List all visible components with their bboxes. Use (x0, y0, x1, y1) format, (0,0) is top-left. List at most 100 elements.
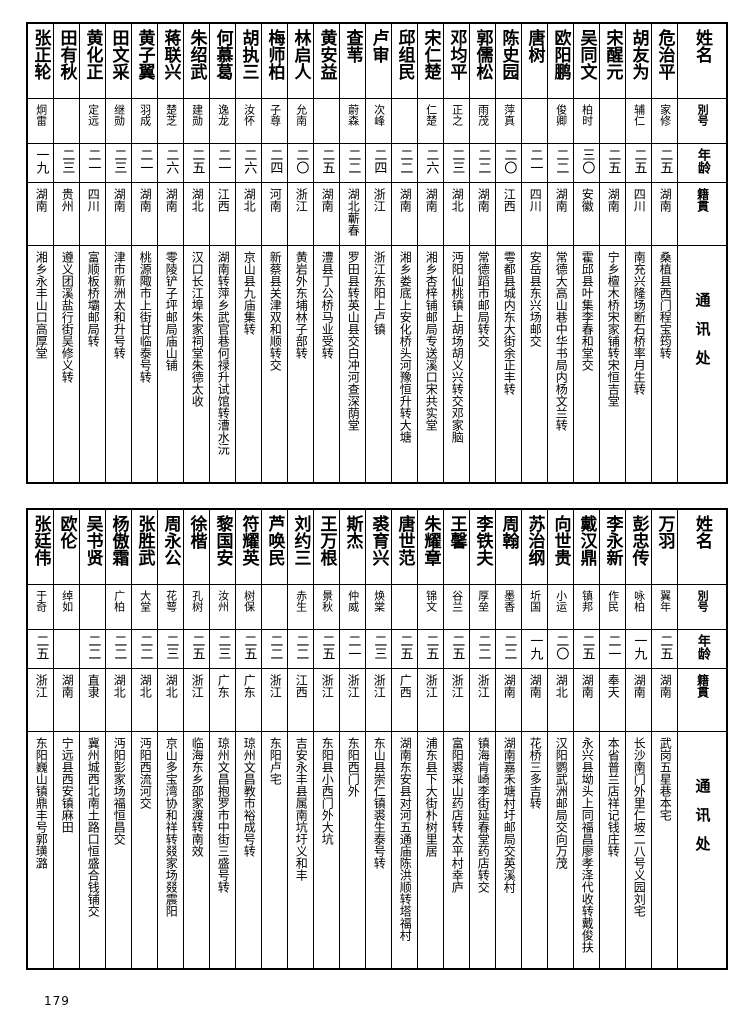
roster-cell-age: 二五 (313, 629, 340, 669)
roster-cell-age: 二二 (79, 629, 106, 669)
roster-cell-address: 本省普兰店祥记钱庄转 (599, 731, 626, 970)
roster-cell-age: 二三 (443, 143, 470, 183)
roster-header-age: 年龄 (677, 629, 728, 669)
roster-cell-text: 俊卿 (554, 104, 568, 126)
roster-cell-age: 二二 (131, 629, 158, 669)
roster-cell-name: 向世贵 (547, 508, 574, 585)
roster-row-name: 张正轮 田有秋 黄化正 田文采 黄子翼 蒋联兴 朱绍武 何慕葛 胡执三 梅师柏 林启人 黄安益 查苇 卢审… (26, 22, 728, 99)
roster-cell-text: 周翰 (498, 515, 519, 549)
roster-cell-alias: 正之 (443, 98, 470, 144)
roster-cell-text: 长沙南门外里仁坡二八号义园刘宅 (632, 737, 647, 917)
roster-cell-address: 澧县丁公桥马业受转 (313, 245, 340, 484)
roster-cell-text: 建勋 (190, 104, 204, 126)
roster-cell-alias: 汝怀 (235, 98, 262, 144)
roster-cell-address: 宁远县西安镇麻田 (53, 731, 80, 970)
roster-cell-text: 桃源陬市上街甘临泰号转 (138, 251, 153, 383)
roster-cell-text: 东阳县小西门外大坑 (320, 737, 335, 845)
roster-cell-text: 朱绍武 (186, 29, 207, 80)
roster-cell-name: 黄子翼 (131, 22, 158, 99)
roster-cell-text: 三〇 (579, 148, 595, 174)
roster-cell-text: 李永新 (602, 515, 623, 566)
roster-cell-address: 沔阳仙桃镇上胡场胡义兴转交邓家脑 (443, 245, 470, 484)
roster-cell-text: 湖南 (528, 674, 543, 698)
roster-cell-age: 二三 (105, 143, 132, 183)
roster-cell-age: 二五 (625, 143, 652, 183)
roster-cell-age: 二五 (391, 629, 418, 669)
roster-cell-text: 二一 (85, 148, 101, 174)
roster-cell-alias: 炯雷 (26, 98, 54, 144)
roster-cell-address: 湖南嘉禾塘村圩邮局交英溪村 (495, 731, 522, 970)
roster-cell-text: 浙江东阳上卢镇 (372, 251, 387, 335)
roster-cell-text: 花桥三多吉转 (528, 737, 543, 809)
roster-cell-address: 霍邱县叶集李春和堂交 (573, 245, 600, 484)
roster-cell-text: 二三 (59, 148, 75, 174)
roster-cell-text: 楚芝 (164, 104, 178, 126)
roster-cell-text: 二五 (579, 634, 595, 660)
roster-cell-address: 临海东乡邵家渡转南效 (183, 731, 210, 970)
roster-cell-text: 沔阳西流河交 (138, 737, 153, 809)
roster-cell-name: 周翰 (495, 508, 522, 585)
roster-cell-address: 武岗五星巷本宅 (651, 731, 678, 970)
roster-cell-text: 张廷伟 (30, 515, 51, 566)
roster-cell-name: 胡执三 (235, 22, 262, 99)
roster-cell-address: 湖南转萍乡武官巷何禄升试馆转漕水沅 (209, 245, 236, 484)
roster-cell-text: 湖北 (164, 674, 179, 698)
roster-cell-text: 斯杰 (342, 515, 363, 549)
roster-cell-origin: 湖南 (417, 182, 444, 246)
roster-cell-address: 吉安永丰县属南坑圩义和丰 (287, 731, 314, 970)
roster-cell-age: 二五 (235, 629, 262, 669)
roster-cell-origin: 浙江 (26, 668, 54, 732)
roster-header-text: 籍貫 (695, 188, 710, 212)
roster-cell-address: 东阳卢宅 (261, 731, 288, 970)
roster-header-text: 姓名 (692, 515, 712, 549)
roster-cell-text: 富顺板桥壩邮局转 (86, 251, 101, 347)
roster-cell-name: 王馨 (443, 508, 470, 585)
roster-cell-text: 二五 (631, 148, 647, 174)
roster-cell-text: 芦唤民 (264, 515, 285, 566)
roster-cell-name: 朱耀章 (417, 508, 444, 585)
roster-cell-text: 二二 (137, 634, 153, 660)
roster-cell-text: 湖南 (606, 188, 621, 212)
roster-cell-text: 京山县九庙集转 (242, 251, 257, 335)
roster-cell-name: 吴书贤 (79, 508, 106, 585)
roster-cell-text: 沔阳彭家场福恒昌交 (112, 737, 127, 845)
roster-cell-age: 二五 (313, 143, 340, 183)
roster-header-text: 籍貫 (695, 674, 710, 698)
roster-cell-address: 雩都县城内东大街余正丰转 (495, 245, 522, 484)
roster-cell-alias: 俊卿 (547, 98, 574, 144)
roster-cell-address: 桃源陬市上街甘临泰号转 (131, 245, 158, 484)
roster-cell-text: 二四 (371, 148, 387, 174)
roster-cell-text: 广东 (216, 674, 231, 698)
roster-cell-text: 湖南 (632, 674, 647, 698)
roster-cell-text: 林启人 (290, 29, 311, 80)
roster-cell-text: 安岳县东兴场邮交 (528, 251, 543, 347)
roster-cell-age: 二四 (365, 143, 392, 183)
roster-cell-text: 厚垒 (476, 590, 490, 612)
roster-cell-name: 张廷伟 (26, 508, 54, 585)
roster-cell-alias: 于奇 (26, 584, 54, 630)
roster-cell-text: 苏治纲 (524, 515, 545, 566)
roster-cell-age: 二三 (209, 629, 236, 669)
roster-cell-text: 周永公 (160, 515, 181, 566)
roster-cell-age: 二六 (417, 143, 444, 183)
roster-cell-text: 湖北 (554, 674, 569, 698)
roster-cell-origin: 湖南 (625, 668, 652, 732)
roster-cell-age: 二二 (469, 143, 496, 183)
roster-cell-origin: 湖北 (157, 668, 184, 732)
roster-cell-text: 湖南 (112, 188, 127, 212)
roster-cell-address: 遵义团溪盐行街吴修义转 (53, 245, 80, 484)
roster-cell-text: 二三 (215, 634, 231, 660)
roster-cell-origin: 湖北 (547, 668, 574, 732)
roster-table-bottom-wrapper: 张廷伟 欧伦 吴书贤 杨傲霜 张胜武 周永公 徐楷 黎国安 符耀英 芦唤民 刘约三 王万根 斯杰 裘育兴唐… (26, 508, 728, 970)
roster-cell-text: 浙江 (372, 674, 387, 698)
roster-cell-text: 湘乡永丰山口高厚堂 (34, 251, 49, 359)
roster-cell-text: 江西 (294, 674, 309, 698)
roster-cell-text: 邱组民 (394, 29, 415, 80)
roster-cell-text: 二二 (553, 148, 569, 174)
roster-cell-text: 定远 (86, 104, 100, 126)
roster-cell-text: 焕棠 (372, 590, 386, 612)
roster-cell-text: 浙江 (190, 674, 205, 698)
roster-cell-origin: 广西 (391, 668, 418, 732)
roster-cell-text: 新蔡县关津双和顺转交 (268, 251, 283, 371)
roster-cell-text: 浦东县下大街朴树里居 (424, 737, 439, 857)
